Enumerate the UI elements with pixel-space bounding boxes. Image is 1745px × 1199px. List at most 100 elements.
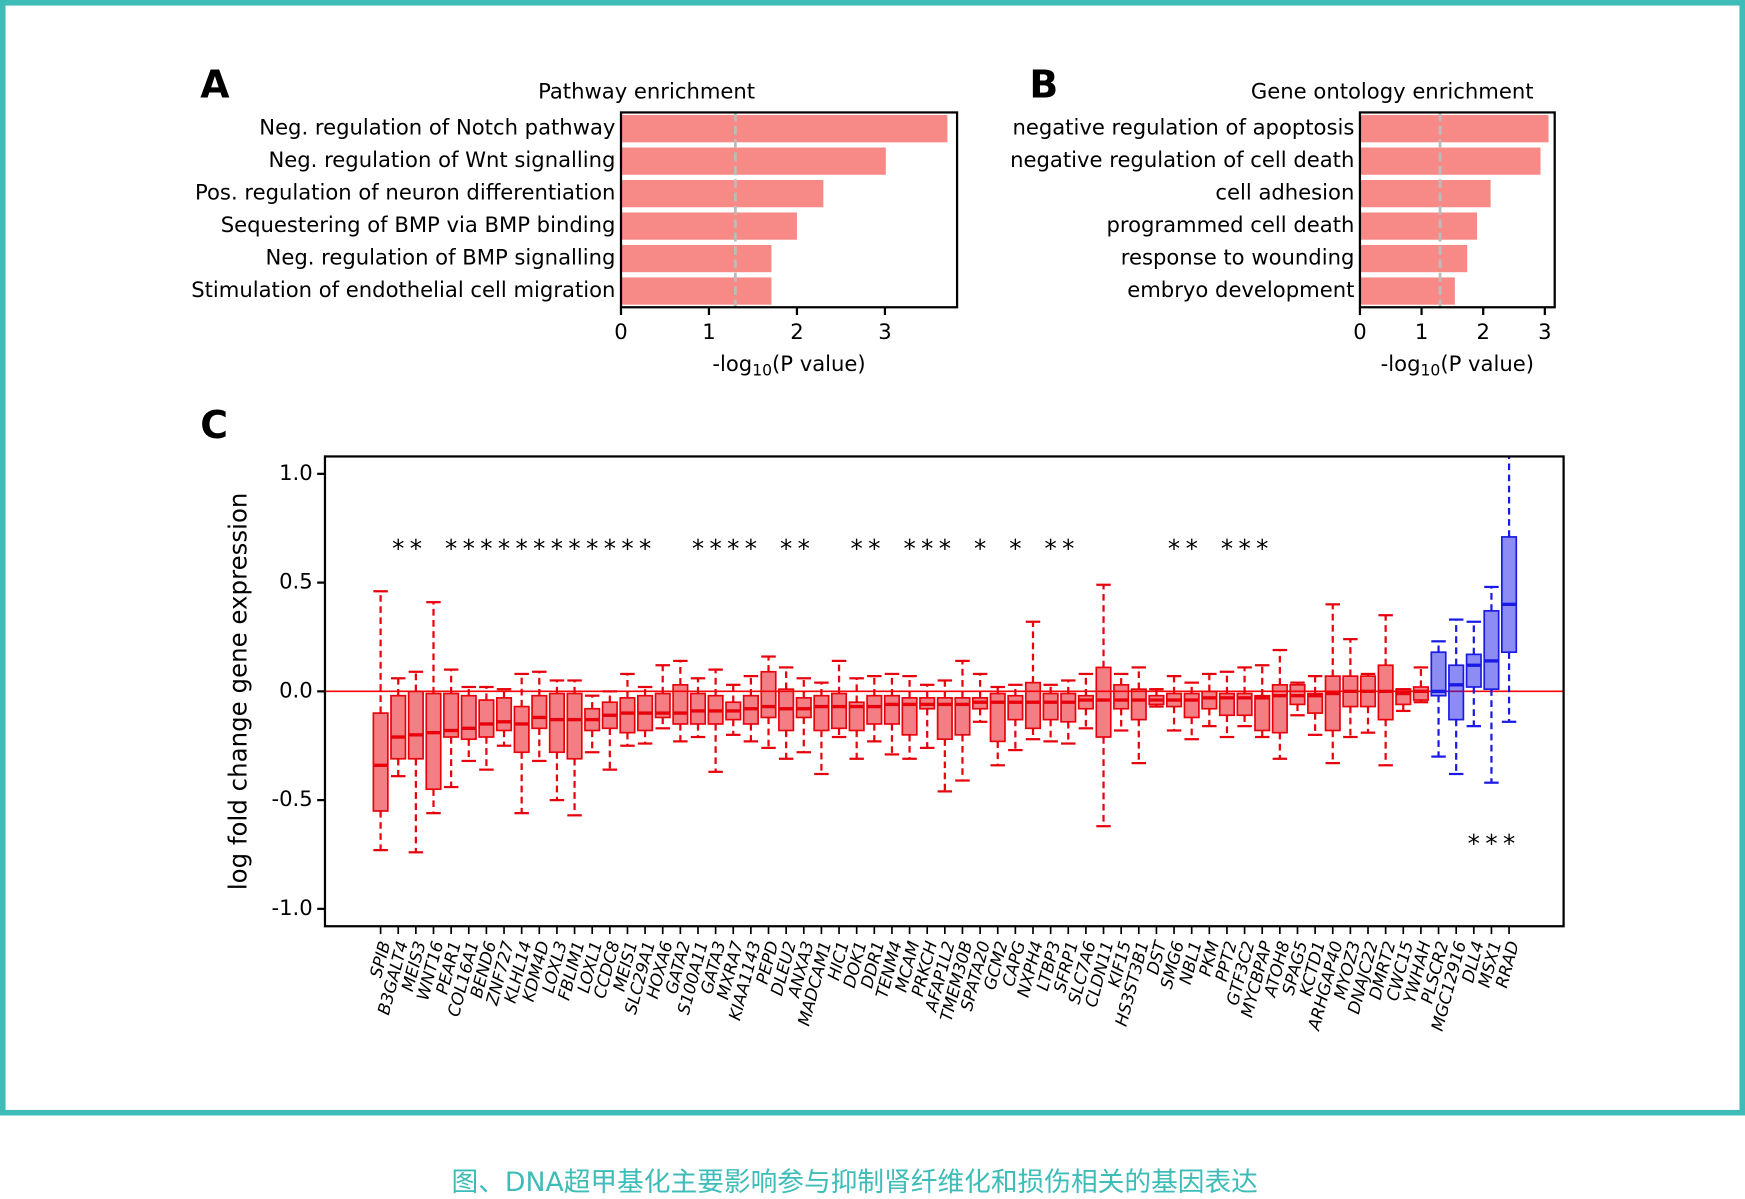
x-tick-label: 2 xyxy=(790,319,803,344)
category-label: Neg. regulation of Notch pathway xyxy=(259,115,615,140)
x-axis-label-part: (P value) xyxy=(1440,351,1534,376)
y-tick-label: -0.5 xyxy=(272,786,313,811)
significance-mark: * xyxy=(1221,534,1233,563)
y-tick-label: 0.0 xyxy=(279,677,313,702)
box xyxy=(1060,692,1077,723)
significance-mark: * xyxy=(621,534,633,563)
box xyxy=(1130,688,1147,721)
box xyxy=(1448,664,1465,721)
x-axis-label: -log10(P value) xyxy=(712,351,865,379)
significance-mark: * xyxy=(533,534,545,563)
box xyxy=(1412,686,1429,701)
significance-mark: * xyxy=(410,534,422,563)
significance-mark: * xyxy=(692,534,704,563)
box xyxy=(866,694,883,725)
significance-mark: * xyxy=(939,534,951,563)
x-tick-label: 2 xyxy=(1476,319,1489,344)
box xyxy=(1395,688,1412,706)
x-axis-label-subscript: 10 xyxy=(752,361,772,379)
box xyxy=(760,670,777,719)
box xyxy=(372,712,389,812)
significance-mark: * xyxy=(639,534,651,563)
box xyxy=(425,692,442,791)
bar xyxy=(620,244,772,273)
significance-mark: * xyxy=(568,534,580,563)
box xyxy=(1007,694,1024,721)
x-axis-label: -log10(P value) xyxy=(1381,351,1534,379)
box xyxy=(407,690,424,760)
box xyxy=(1483,610,1500,691)
significance-mark: * xyxy=(903,534,915,563)
box xyxy=(478,699,495,738)
box xyxy=(1095,666,1112,738)
y-tick-label: 1.0 xyxy=(279,460,313,485)
box xyxy=(1307,692,1324,714)
significance-mark: * xyxy=(974,534,986,563)
panel-letter: A xyxy=(200,62,230,106)
significance-mark: * xyxy=(851,534,863,563)
significance-mark: * xyxy=(745,534,757,563)
category-label: negative regulation of apoptosis xyxy=(1012,115,1354,140)
x-tick-label: 0 xyxy=(614,319,627,344)
significance-mark: * xyxy=(480,534,492,563)
box xyxy=(619,697,636,734)
box xyxy=(1183,692,1200,719)
chart-title: Gene ontology enrichment xyxy=(1251,78,1534,103)
category-label: cell adhesion xyxy=(1215,180,1354,205)
category-label: Neg. regulation of Wnt signalling xyxy=(268,147,615,172)
significance-mark: * xyxy=(1468,829,1480,858)
box xyxy=(936,697,953,741)
bar xyxy=(1359,179,1491,208)
significance-mark: * xyxy=(727,534,739,563)
bar xyxy=(1359,244,1468,273)
y-axis-label: log fold change gene expression xyxy=(223,493,252,891)
significance-mark: * xyxy=(604,534,616,563)
box xyxy=(954,697,971,736)
box xyxy=(672,683,689,725)
box xyxy=(1024,681,1042,730)
x-tick-label: 0 xyxy=(1353,319,1366,344)
category-label: programmed cell death xyxy=(1106,212,1354,237)
box xyxy=(989,692,1006,743)
box xyxy=(1113,683,1130,710)
category-label: Pos. regulation of neuron differentiatio… xyxy=(195,180,615,205)
x-tick-label: 3 xyxy=(1538,319,1551,344)
box xyxy=(813,694,830,732)
significance-mark: * xyxy=(445,534,457,563)
chart-title: Pathway enrichment xyxy=(538,78,755,103)
x-axis-label-part: -log xyxy=(1381,351,1421,376)
plot-frame xyxy=(619,111,959,309)
plot-area xyxy=(324,456,1564,854)
category-label: negative regulation of cell death xyxy=(1010,147,1354,172)
box xyxy=(531,694,548,730)
box xyxy=(548,692,565,754)
y-tick-label: -1.0 xyxy=(272,895,313,920)
significance-mark: * xyxy=(1009,534,1021,563)
bar xyxy=(1359,115,1549,143)
box xyxy=(1077,694,1094,710)
significance-mark: * xyxy=(1062,534,1074,563)
significance-mark: * xyxy=(498,534,510,563)
significance-mark: * xyxy=(1045,534,1057,563)
x-axis-label-subscript: 10 xyxy=(1421,361,1441,379)
box xyxy=(1324,675,1341,732)
figure-border xyxy=(0,0,1745,1116)
box xyxy=(460,694,477,741)
significance-mark: * xyxy=(798,534,810,563)
box xyxy=(390,694,407,760)
bar xyxy=(1359,147,1541,175)
bar xyxy=(620,179,824,208)
box xyxy=(495,697,513,732)
caption: 图、DNA超甲基化主要影响参与抑制肾纤维化和损伤相关的基因表达 xyxy=(452,1167,1258,1198)
category-label: Sequestering of BMP via BMP binding xyxy=(221,212,616,237)
significance-mark: * xyxy=(1503,829,1515,858)
x-tick-label: 3 xyxy=(878,319,891,344)
significance-mark: * xyxy=(780,534,792,563)
category-label: Neg. regulation of BMP signalling xyxy=(266,245,616,270)
significance-mark: * xyxy=(1168,534,1180,563)
significance-mark: * xyxy=(551,534,563,563)
x-tick-label: 1 xyxy=(702,319,715,344)
plot-frame xyxy=(1358,111,1556,309)
significance-mark: * xyxy=(921,534,933,563)
x-axis-label-part: (P value) xyxy=(772,351,866,376)
